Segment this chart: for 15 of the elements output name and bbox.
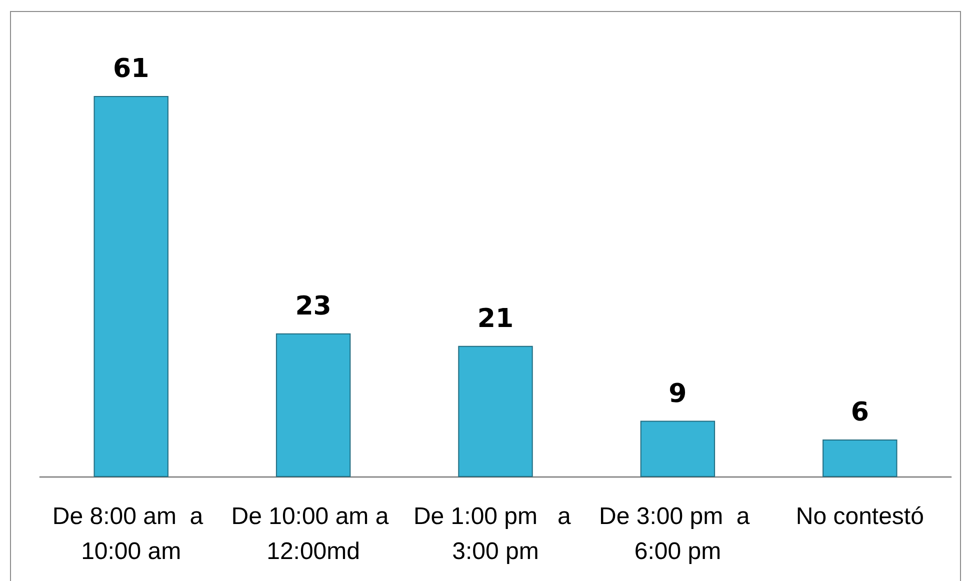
bar: [94, 96, 168, 477]
x-tick-label: De 10:00 am a 12:00md: [231, 503, 396, 565]
data-label: 21: [477, 304, 514, 334]
bar: [458, 346, 533, 477]
data-label: 61: [113, 54, 150, 84]
bar: [822, 440, 898, 477]
x-tick-label: De 3:00 pm a 6:00 pm: [598, 503, 756, 565]
data-label: 23: [295, 291, 332, 322]
x-tick-label: De 8:00 am a 10:00 am: [52, 503, 210, 565]
data-label: 9: [668, 378, 687, 409]
x-tick-label: De 1:00 pm a 3:00 pm: [413, 503, 578, 565]
bar: [276, 333, 351, 477]
data-label: 6: [850, 398, 869, 428]
x-tick-label: No contestó: [796, 503, 924, 530]
bar: [640, 420, 716, 477]
